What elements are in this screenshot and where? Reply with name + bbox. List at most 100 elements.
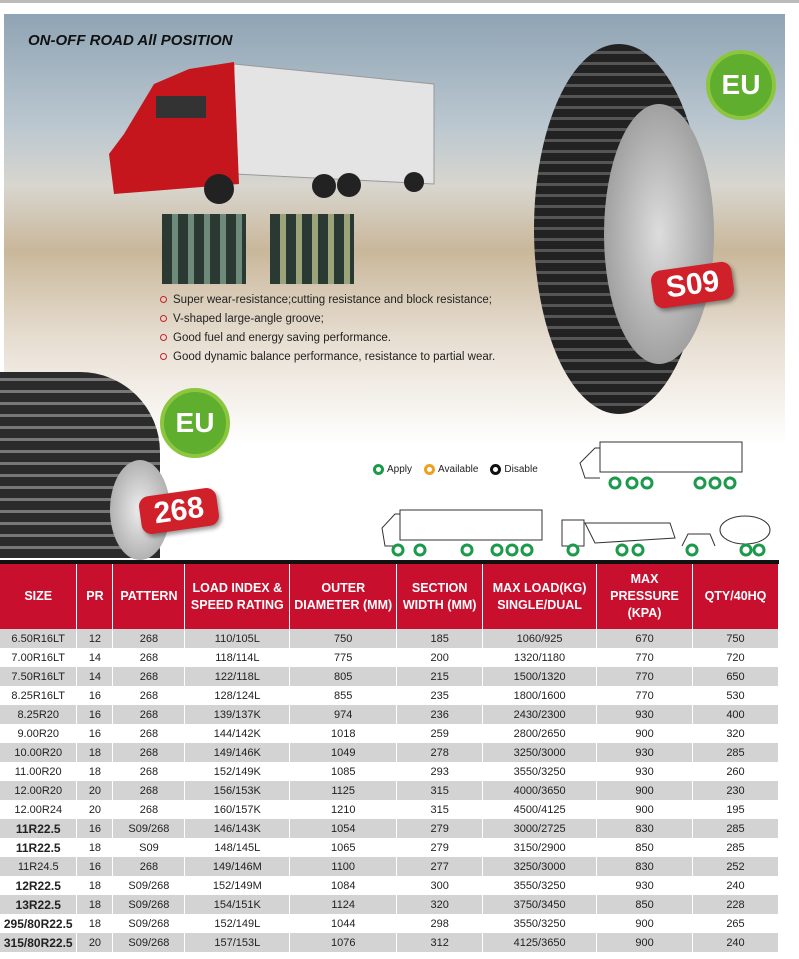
vehicle-diagrams [381,441,771,557]
table-cell: 930 [596,705,693,724]
table-cell: 1076 [289,933,398,952]
table-cell: 4500/4125 [482,800,598,819]
table-cell: 230 [692,781,780,800]
table-cell: 1800/1600 [482,686,598,705]
table-cell: 268 [112,800,186,819]
bullet-icon [160,296,167,303]
table-cell: 268 [112,762,186,781]
table-cell: 400 [692,705,780,724]
table-cell: S09/268 [112,819,186,838]
table-cell: 12R22.5 [0,876,78,895]
table-row: 6.50R16LT 12 268 110/105L 750 185 1060/925 670 7… [0,629,780,648]
column-header: LOAD INDEX & SPEED RATING [184,562,291,629]
column-header: MAX PRESSURE (KPA) [596,562,693,629]
table-cell: S09/268 [112,933,186,952]
table-cell: 3250/3000 [482,743,598,762]
table-cell: 930 [596,743,693,762]
table-cell: 1065 [289,838,398,857]
table-cell: 750 [692,629,780,648]
table-row: 12.00R24 20 268 160/157K 1210 315 4500/4125 900… [0,800,780,819]
table-cell: 7.00R16LT [0,648,78,667]
table-cell: 320 [396,895,484,914]
table-cell: 1018 [289,724,398,743]
feature-item: Good dynamic balance performance, resist… [160,347,495,366]
feature-list: Super wear-resistance;cutting resistance… [160,290,495,366]
table-cell: 1060/925 [482,629,598,648]
table-cell: 268 [112,648,186,667]
table-cell: 530 [692,686,780,705]
column-header: OUTER DIAMETER (MM) [289,562,398,629]
table-cell: 285 [692,838,780,857]
table-cell: 3750/3450 [482,895,598,914]
table-row: 8.25R16LT 16 268 128/124L 855 235 1800/1600 770… [0,686,780,705]
table-cell: 149/146M [184,857,291,876]
table-cell: 152/149M [184,876,291,895]
table-cell: 770 [596,686,693,705]
column-header: QTY/40HQ [692,562,780,629]
bullet-icon [160,353,167,360]
table-cell: 279 [396,819,484,838]
table-cell: 18 [76,876,114,895]
table-cell: 3250/3000 [482,857,598,876]
table-cell: 9.00R20 [0,724,78,743]
table-cell: 295/80R22.5 [0,914,78,933]
table-cell: 293 [396,762,484,781]
table-cell: 770 [596,648,693,667]
feature-item: Good fuel and energy saving performance. [160,328,495,347]
specs-table: SIZE PR PATTERN LOAD INDEX & SPEED RATING OU… [0,560,780,952]
top-strip [0,0,799,3]
table-row: 11.00R20 18 268 152/149K 1085 293 3550/3250 930… [0,762,780,781]
column-header: MAX LOAD(KG) SINGLE/DUAL [482,562,598,629]
table-cell: 20 [76,933,114,952]
table-cell: 3150/2900 [482,838,598,857]
table-cell: 1044 [289,914,398,933]
table-row: 11R22.5 16 S09/268 146/143K 1054 279 3000/2725… [0,819,780,838]
table-cell: 16 [76,819,114,838]
table-cell: 278 [396,743,484,762]
table-cell: 185 [396,629,484,648]
table-row: 295/80R22.5 18 S09/268 152/149L 1044 298 3550/… [0,914,780,933]
table-row: 8.25R20 16 268 139/137K 974 236 2430/2300 930 40… [0,705,780,724]
table-cell: 128/124L [184,686,291,705]
table-cell: 974 [289,705,398,724]
table-row: 315/80R22.5 20 S09/268 157/153L 1076 312 4125/… [0,933,780,952]
table-cell: 720 [692,648,780,667]
dump-truck-icon [561,519,676,557]
table-cell: 930 [596,762,693,781]
table-row: 11R24.5 16 268 149/146M 1100 277 3250/3000 830 2… [0,857,780,876]
table-cell: S09 [112,838,186,857]
table-cell: 285 [692,743,780,762]
table-cell: 1125 [289,781,398,800]
table-cell: 7.50R16LT [0,667,78,686]
table-cell: 3550/3250 [482,876,598,895]
table-cell: 240 [692,933,780,952]
table-cell: S09/268 [112,876,186,895]
table-cell: 268 [112,705,186,724]
table-cell: 16 [76,705,114,724]
table-cell: 900 [596,800,693,819]
table-cell: 228 [692,895,780,914]
table-cell: 12.00R24 [0,800,78,819]
bullet-icon [160,334,167,341]
table-cell: 1085 [289,762,398,781]
table-cell: 152/149L [184,914,291,933]
table-cell: 1210 [289,800,398,819]
table-cell: 252 [692,857,780,876]
truck-trailer-icon [381,509,543,557]
table-cell: 20 [76,800,114,819]
table-cell: 110/105L [184,629,291,648]
table-cell: 775 [289,648,398,667]
table-cell: 900 [596,724,693,743]
table-cell: 139/137K [184,705,291,724]
table-cell: 240 [692,876,780,895]
semi-trailer-icon [579,441,743,490]
legend-available: Available [424,464,478,475]
table-cell: 152/149K [184,762,291,781]
table-cell: 268 [112,743,186,762]
table-cell: 805 [289,667,398,686]
table-cell: 16 [76,686,114,705]
table-cell: 195 [692,800,780,819]
table-cell: 770 [596,667,693,686]
tread-pattern-image [162,214,246,284]
table-cell: 4000/3650 [482,781,598,800]
